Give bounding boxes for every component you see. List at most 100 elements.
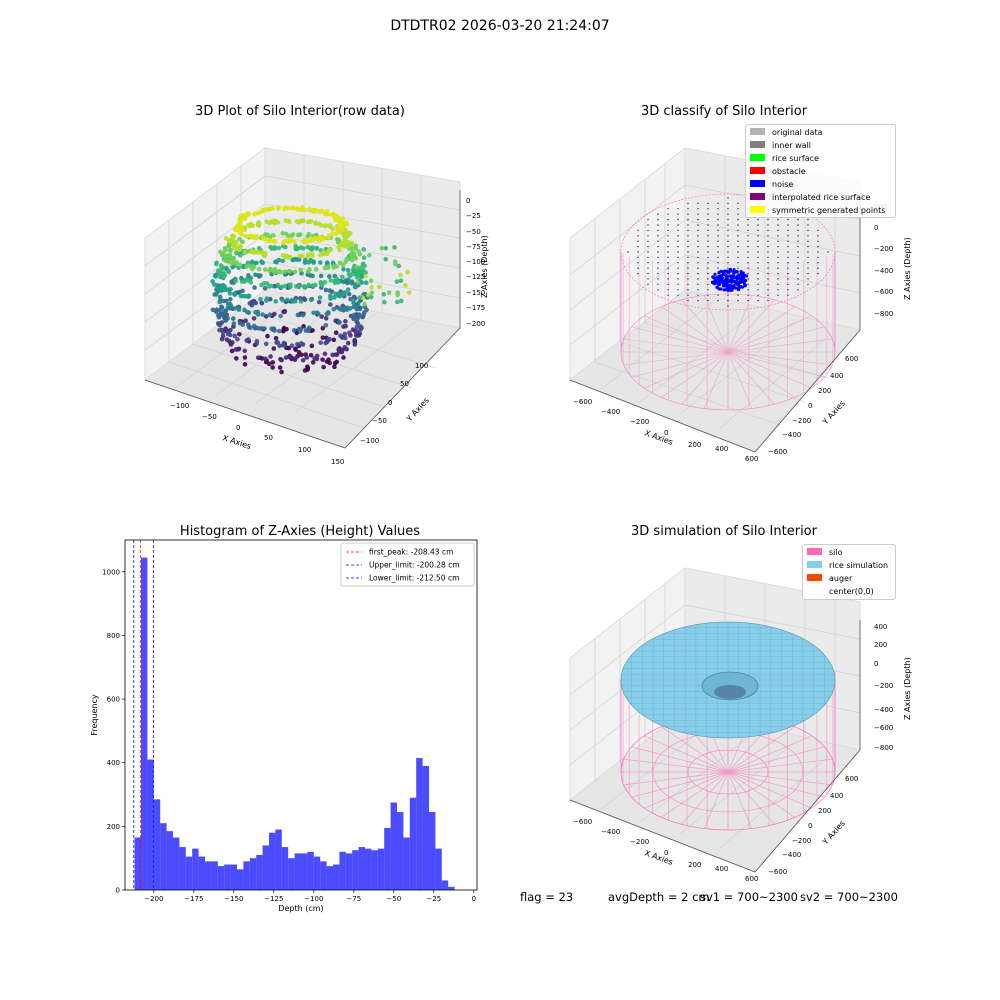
interpolated-point <box>647 278 649 280</box>
interpolated-point <box>767 283 769 286</box>
histogram-x-ticks: −200 −175 −150 −125 −100 −75 −50 −25 0 <box>144 890 476 903</box>
noise-point <box>727 270 731 274</box>
raw-point <box>291 328 297 333</box>
interpolated-point <box>787 289 789 291</box>
histogram-bar <box>224 864 231 890</box>
raw-point <box>242 362 248 367</box>
noise-point <box>717 270 721 275</box>
simulation-y-axis-label: Y Axies <box>820 819 847 847</box>
interpolated-point <box>787 283 789 286</box>
interpolated-point <box>727 267 729 269</box>
interpolated-point <box>777 235 779 237</box>
raw-point <box>340 220 346 225</box>
raw-point <box>362 301 367 307</box>
interpolated-point <box>657 278 659 280</box>
interpolated-point <box>787 235 789 237</box>
interpolated-point <box>637 240 639 242</box>
interpolated-point <box>717 218 719 221</box>
interpolated-point <box>737 224 739 226</box>
raw-point <box>240 239 245 245</box>
histogram-legend-frame <box>340 542 475 587</box>
interpolated-point <box>757 272 759 275</box>
classify-ztick: −200 <box>874 245 893 253</box>
interpolated-point <box>807 262 809 264</box>
raw-point <box>267 234 273 239</box>
raw-point <box>262 286 268 291</box>
raw-point <box>253 325 259 330</box>
raw-point <box>314 245 320 251</box>
classify-ytick: 200 <box>818 387 831 395</box>
interpolated-point <box>687 240 689 242</box>
raw-point <box>212 273 218 278</box>
simulation-xtick: −400 <box>601 828 620 836</box>
interpolated-point <box>687 245 689 248</box>
noise-point <box>715 280 719 284</box>
raw-point <box>357 295 362 300</box>
raw-point <box>279 357 284 363</box>
raw-point <box>369 290 375 296</box>
interpolated-point <box>687 213 689 215</box>
interpolated-point <box>777 224 779 226</box>
interpolated-point <box>637 229 639 232</box>
histogram-bar <box>358 847 365 890</box>
simulation-xtick: 0 <box>664 849 668 857</box>
raw-point <box>293 346 298 352</box>
raw-point <box>254 260 259 266</box>
noise-point <box>742 276 746 280</box>
simulation-ytick: −400 <box>782 851 801 859</box>
raw-point <box>355 315 361 321</box>
y-tick-label: 600 <box>107 696 120 704</box>
raw-point <box>305 269 311 275</box>
raw-point <box>238 223 243 228</box>
histogram-bar <box>345 853 353 890</box>
raw-point <box>238 244 244 249</box>
classify-ztick: −600 <box>874 288 893 296</box>
raw-point <box>327 360 332 366</box>
interpolated-point <box>677 251 679 253</box>
interpolated-point <box>657 251 659 253</box>
interpolated-point <box>677 224 679 226</box>
raw-ztick: −200 <box>466 320 485 328</box>
interpolated-point <box>707 278 709 280</box>
raw-point <box>328 302 333 307</box>
raw-xtick: 50 <box>264 434 273 442</box>
histogram-bar <box>307 851 314 890</box>
interpolated-point <box>687 289 689 291</box>
histogram-bar <box>262 845 269 890</box>
raw-point <box>361 255 367 261</box>
raw-point <box>320 335 326 340</box>
interpolated-point <box>667 278 669 280</box>
raw-point <box>252 285 257 290</box>
simulation-xtick: 600 <box>745 875 758 883</box>
interpolated-point <box>777 283 779 286</box>
interpolated-point <box>657 289 659 291</box>
interpolated-point <box>707 208 709 210</box>
simulation-y-axis-line <box>754 749 861 873</box>
interpolated-point <box>767 289 769 291</box>
raw-point <box>213 261 219 267</box>
raw-point <box>340 274 345 280</box>
raw-point <box>233 347 239 352</box>
interpolated-point <box>677 235 679 237</box>
raw-point <box>279 369 284 375</box>
interpolated-point <box>647 245 649 248</box>
raw-point <box>280 230 286 236</box>
raw-point <box>301 324 306 329</box>
classify-xtick: 400 <box>715 445 728 453</box>
interpolated-point <box>737 245 739 248</box>
interpolated-point <box>797 278 799 280</box>
raw-point <box>225 259 231 264</box>
interpolated-point <box>757 262 759 264</box>
raw-point <box>282 269 288 274</box>
classify-xtick: 0 <box>664 429 668 437</box>
raw-point <box>271 218 277 224</box>
raw-point <box>217 322 223 328</box>
raw-point <box>228 296 233 302</box>
interpolated-point <box>747 267 749 269</box>
legend-frame <box>802 544 896 600</box>
interpolated-point <box>777 267 779 269</box>
raw-point <box>382 299 387 305</box>
raw-point <box>242 355 248 360</box>
raw-point <box>348 296 353 302</box>
histogram-bar <box>269 832 276 890</box>
